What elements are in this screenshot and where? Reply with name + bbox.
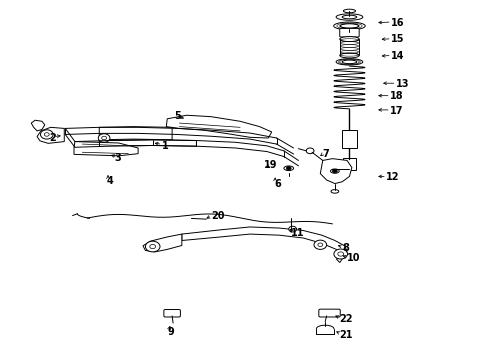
- Circle shape: [314, 240, 327, 249]
- FancyBboxPatch shape: [319, 309, 340, 317]
- Text: 8: 8: [342, 243, 349, 253]
- Ellipse shape: [343, 9, 356, 13]
- FancyBboxPatch shape: [340, 28, 359, 37]
- Circle shape: [41, 130, 53, 139]
- Text: 2: 2: [49, 133, 56, 143]
- Text: 10: 10: [347, 253, 361, 263]
- Polygon shape: [74, 141, 138, 156]
- Ellipse shape: [284, 166, 294, 171]
- Ellipse shape: [331, 169, 339, 173]
- Text: 7: 7: [323, 149, 329, 159]
- Text: 6: 6: [274, 179, 281, 189]
- Ellipse shape: [340, 24, 359, 28]
- Text: 3: 3: [115, 153, 122, 163]
- Text: 12: 12: [386, 172, 399, 182]
- Polygon shape: [99, 140, 196, 146]
- Text: 16: 16: [391, 18, 404, 28]
- Text: 5: 5: [174, 111, 181, 121]
- Text: 13: 13: [395, 79, 409, 89]
- Text: 22: 22: [340, 314, 353, 324]
- Ellipse shape: [331, 190, 339, 193]
- Text: 18: 18: [390, 91, 403, 102]
- Circle shape: [286, 166, 291, 170]
- Text: 11: 11: [291, 228, 305, 238]
- Ellipse shape: [340, 53, 359, 58]
- Text: 19: 19: [265, 160, 278, 170]
- Text: 1: 1: [162, 141, 169, 151]
- Circle shape: [98, 134, 110, 142]
- Ellipse shape: [342, 60, 357, 64]
- Polygon shape: [320, 159, 352, 184]
- Polygon shape: [99, 127, 172, 140]
- FancyBboxPatch shape: [342, 130, 357, 148]
- Polygon shape: [182, 227, 347, 262]
- FancyBboxPatch shape: [164, 310, 180, 317]
- Polygon shape: [166, 115, 272, 138]
- Ellipse shape: [336, 59, 363, 65]
- Circle shape: [334, 249, 347, 259]
- Text: 15: 15: [391, 35, 404, 44]
- Ellipse shape: [334, 22, 365, 30]
- Text: 9: 9: [167, 327, 174, 337]
- Text: 20: 20: [211, 211, 224, 221]
- Text: 14: 14: [391, 51, 404, 61]
- Circle shape: [289, 226, 296, 232]
- Circle shape: [146, 241, 160, 252]
- Circle shape: [332, 169, 337, 173]
- Circle shape: [306, 148, 314, 154]
- Polygon shape: [37, 127, 64, 143]
- Polygon shape: [143, 234, 182, 252]
- Text: 4: 4: [106, 176, 113, 186]
- Circle shape: [318, 243, 323, 247]
- Ellipse shape: [336, 14, 363, 20]
- Ellipse shape: [342, 15, 357, 19]
- FancyBboxPatch shape: [343, 158, 356, 170]
- Text: 17: 17: [390, 105, 403, 116]
- Circle shape: [102, 136, 106, 140]
- Circle shape: [338, 252, 343, 256]
- Text: 21: 21: [340, 330, 353, 340]
- Circle shape: [150, 244, 156, 249]
- Polygon shape: [31, 120, 45, 131]
- Circle shape: [45, 133, 49, 136]
- Ellipse shape: [340, 37, 359, 42]
